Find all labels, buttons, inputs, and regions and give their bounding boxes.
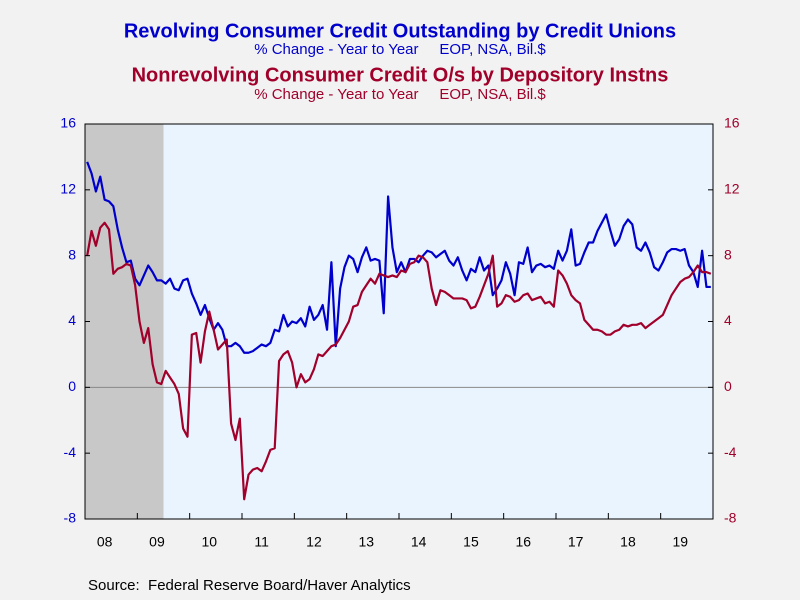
y-tick-label: 8 xyxy=(68,246,76,262)
y-tick-label: -8 xyxy=(64,510,77,526)
y-tick-label: 12 xyxy=(60,181,76,197)
y2-tick-label: 12 xyxy=(724,181,740,197)
x-tick-label: 16 xyxy=(516,534,532,550)
subtitle-1: % Change - Year to Year EOP, NSA, Bil.$ xyxy=(254,41,546,58)
x-tick-label: 19 xyxy=(673,534,689,550)
y2-tick-label: 8 xyxy=(724,246,732,262)
x-tick-label: 11 xyxy=(254,534,269,550)
source: Source: Federal Reserve Board/Haver Anal… xyxy=(88,577,411,594)
subtitle-2: % Change - Year to Year EOP, NSA, Bil.$ xyxy=(254,86,546,103)
shaded-period xyxy=(85,124,164,519)
y-tick-label: -4 xyxy=(64,444,77,460)
y2-tick-label: 0 xyxy=(724,378,732,394)
y-tick-label: 4 xyxy=(68,312,76,328)
y2-tick-label: 16 xyxy=(724,115,740,131)
x-tick-label: 13 xyxy=(359,534,375,550)
x-tick-label: 14 xyxy=(411,534,427,550)
x-tick-label: 12 xyxy=(306,534,322,550)
x-tick-label: 18 xyxy=(620,534,636,550)
x-tick-label: 08 xyxy=(97,534,113,550)
y2-tick-label: -4 xyxy=(724,444,737,460)
x-tick-label: 09 xyxy=(149,534,165,550)
plot-content xyxy=(85,124,713,519)
title-2: Nonrevolving Consumer Credit O/s by Depo… xyxy=(132,64,669,86)
series-line xyxy=(86,161,711,354)
y-tick-label: 16 xyxy=(60,115,76,131)
x-tick-label: 17 xyxy=(568,534,584,550)
y2-tick-label: 4 xyxy=(724,312,732,328)
title-1: Revolving Consumer Credit Outstanding by… xyxy=(124,20,676,42)
series-line xyxy=(86,221,712,501)
y2-tick-label: -8 xyxy=(724,510,737,526)
x-tick-label: 10 xyxy=(202,534,218,550)
y-tick-label: 0 xyxy=(68,378,76,394)
plot-area xyxy=(84,123,714,520)
x-tick-label: 15 xyxy=(463,534,479,550)
